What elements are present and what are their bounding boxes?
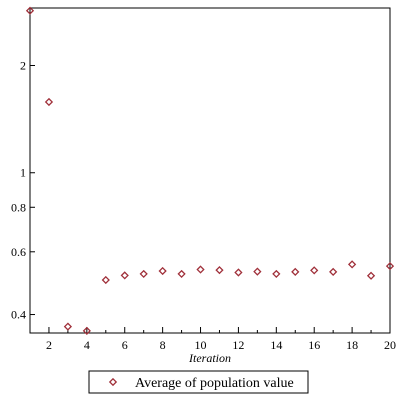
x-tick-label: 10 [195,338,207,352]
data-point [177,269,186,279]
x-tick-label: 16 [308,338,320,352]
data-point [215,265,224,275]
data-point [158,266,167,276]
data-point [253,267,262,276]
data-point [101,275,110,285]
data-point [310,266,319,275]
x-tick-label: 14 [270,338,282,352]
data-points [25,6,395,335]
x-axis-title: Iteration [188,351,231,365]
data-point [82,326,91,335]
y-tick-label: 0.6 [11,245,26,259]
data-point [347,260,357,269]
data-point [120,271,129,280]
data-point [272,269,281,279]
x-tick-label: 4 [84,338,90,352]
data-point [25,6,35,15]
plot-frame [29,7,391,334]
x-tick-label: 6 [122,338,128,352]
x-tick-label: 8 [160,338,166,352]
x-tick-label: 18 [346,338,358,352]
data-point [291,267,300,276]
data-point [385,261,395,271]
data-point [139,269,148,279]
legend-box [88,370,309,394]
y-tick-label: 2 [20,58,26,72]
y-tick-label: 1 [20,166,26,180]
y-tick-label: 0.8 [11,200,26,214]
data-point [63,322,73,331]
legend-label: Average of population value [135,376,294,391]
y-tick-label: 0.4 [11,308,26,322]
legend-diamond-icon [108,377,118,387]
data-point [44,97,54,107]
x-axis-ticks: 2 4 6 8 10 12 14 16 18 20 [29,327,396,352]
data-point [196,265,205,274]
x-tick-label: 2 [46,338,52,352]
legend: Average of population value [88,370,309,394]
data-point [366,271,376,280]
data-point [234,268,243,277]
data-point [329,267,338,276]
legend-marker-diamond [108,377,118,387]
y-axis-ticks: 0.4 0.6 0.8 1 2 [11,58,35,322]
x-tick-label: 12 [232,338,244,352]
x-tick-label: 20 [384,338,396,352]
